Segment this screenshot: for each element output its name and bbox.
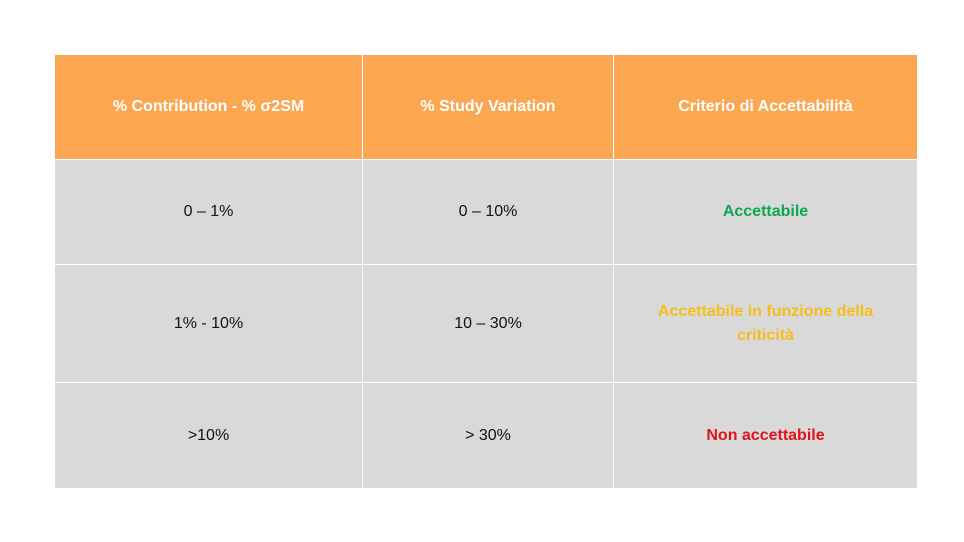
acceptability-table-container: % Contribution - % σ2SM % Study Variatio… xyxy=(54,54,918,489)
cell-criterio: Accettabile xyxy=(613,159,918,265)
table-row: >10% > 30% Non accettabile xyxy=(54,382,918,489)
cell-study-variation: 10 – 30% xyxy=(362,264,614,383)
header-study-variation: % Study Variation xyxy=(362,54,614,160)
cell-study-variation: > 30% xyxy=(362,382,614,489)
table-header-row: % Contribution - % σ2SM % Study Variatio… xyxy=(54,54,918,160)
cell-criterio: Accettabile in funzione della criticità xyxy=(613,264,918,383)
acceptability-table: % Contribution - % σ2SM % Study Variatio… xyxy=(54,54,918,489)
cell-study-variation: 0 – 10% xyxy=(362,159,614,265)
cell-criterio: Non accettabile xyxy=(613,382,918,489)
table-row: 1% - 10% 10 – 30% Accettabile in funzion… xyxy=(54,264,918,383)
cell-contribution: 1% - 10% xyxy=(54,264,363,383)
cell-contribution: 0 – 1% xyxy=(54,159,363,265)
header-contribution: % Contribution - % σ2SM xyxy=(54,54,363,160)
header-criterio: Criterio di Accettabilità xyxy=(613,54,918,160)
table-row: 0 – 1% 0 – 10% Accettabile xyxy=(54,159,918,265)
cell-contribution: >10% xyxy=(54,382,363,489)
